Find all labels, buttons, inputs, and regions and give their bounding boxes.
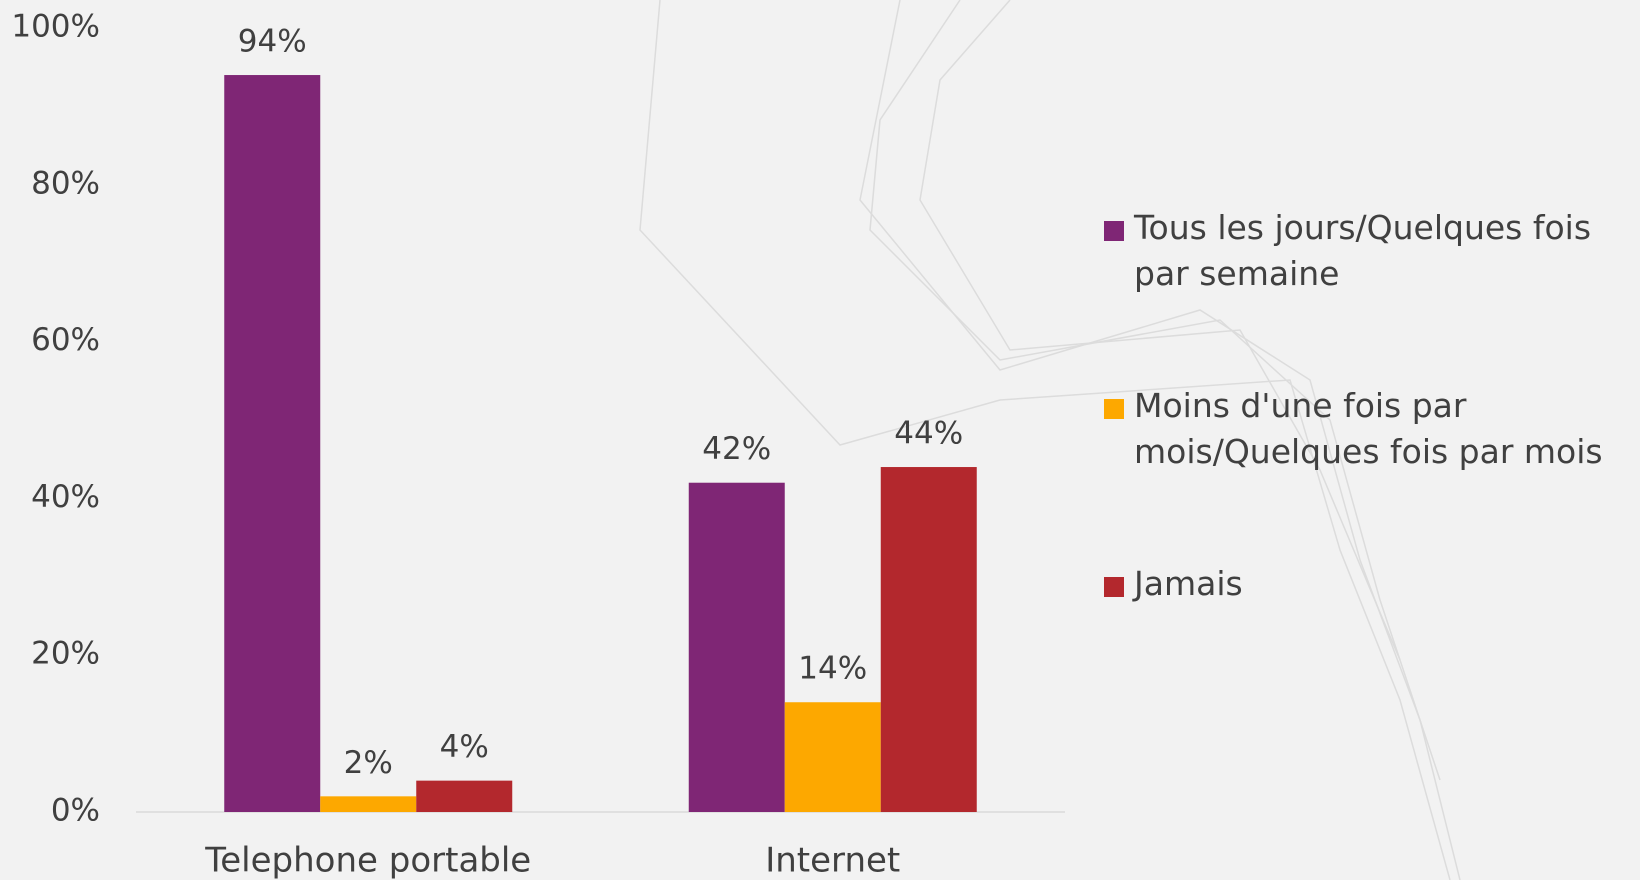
legend-entry: Moins d'une fois par mois/Quelques fois … bbox=[1104, 383, 1624, 475]
data-label: 4% bbox=[440, 729, 489, 765]
legend-label: Tous les jours/Quelques fois par semaine bbox=[1134, 208, 1592, 293]
legend-entry: Tous les jours/Quelques fois par semaine bbox=[1104, 205, 1624, 297]
x-tick-label: Internet bbox=[765, 841, 900, 880]
y-tick-label: 60% bbox=[31, 322, 100, 358]
legend-label: Jamais bbox=[1134, 564, 1243, 603]
bar bbox=[224, 75, 321, 813]
legend-swatch bbox=[1104, 221, 1124, 241]
bar bbox=[784, 702, 881, 812]
data-label: 44% bbox=[894, 416, 963, 452]
data-label: 14% bbox=[798, 651, 867, 687]
legend: Tous les jours/Quelques fois par semaine… bbox=[1104, 205, 1624, 693]
y-tick-label: 100% bbox=[11, 9, 100, 45]
y-tick-label: 20% bbox=[31, 636, 100, 672]
legend-swatch bbox=[1104, 399, 1124, 419]
legend-entry: Jamais bbox=[1104, 561, 1624, 607]
y-tick-label: 0% bbox=[51, 793, 100, 829]
y-tick-label: 80% bbox=[31, 165, 100, 201]
bar bbox=[688, 482, 785, 812]
data-label: 42% bbox=[702, 431, 771, 467]
x-tick-label: Telephone portable bbox=[204, 841, 531, 880]
legend-label: Moins d'une fois par mois/Quelques fois … bbox=[1134, 386, 1603, 471]
bar bbox=[880, 467, 977, 812]
bar bbox=[416, 780, 513, 812]
y-tick-label: 40% bbox=[31, 479, 100, 515]
legend-swatch bbox=[1104, 577, 1124, 597]
bar bbox=[320, 796, 417, 812]
data-label: 94% bbox=[238, 24, 307, 60]
background-decoration bbox=[639, 0, 1461, 880]
data-label: 2% bbox=[344, 745, 393, 781]
